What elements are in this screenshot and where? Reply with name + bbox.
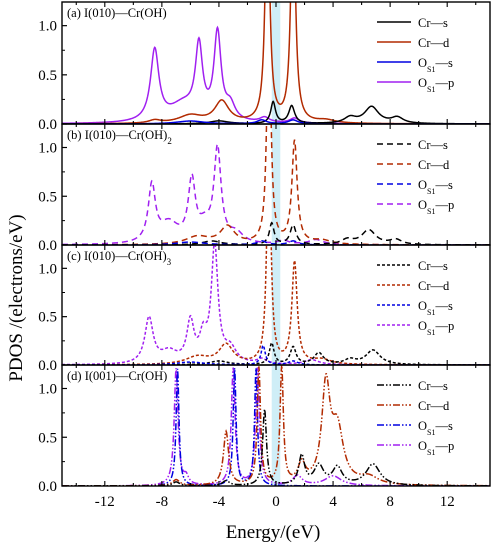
legend: Cr—s Cr—d OS1—s OS1—p xyxy=(377,138,454,216)
legend: Cr—s Cr—d OS1—s OS1—p xyxy=(377,379,454,457)
panel-4: 0.0 0.5 1.0 (d) I(001)—Cr(OH) Cr—s Cr—d OS1—s O… xyxy=(38,364,491,495)
legend-label-Cr-d: Cr—d xyxy=(418,158,450,172)
x-tick-label: 8 xyxy=(386,494,394,510)
legend-label-OS1-p: OS1—p xyxy=(418,198,454,216)
panel-title: (c) I(010)—Cr(OH)3 xyxy=(67,249,172,267)
legend-label-OS1-p: OS1—p xyxy=(418,76,454,94)
panel-2: 0.0 0.5 1.0 (b) I(010)—Cr(OH)2 Cr—s Cr—d OS1—s… xyxy=(38,123,491,254)
panels-layer: 0.0 0.5 1.0 (a) I(010)—Cr(OH) Cr—s Cr—d OS1—s O… xyxy=(38,1,491,510)
x-tick-label: -8 xyxy=(156,494,169,510)
legend-label-OS1-p: OS1—p xyxy=(418,439,454,457)
legend-label-Cr-d: Cr—d xyxy=(418,36,450,50)
y-tick-label: 0.0 xyxy=(38,117,57,133)
y-axis-label: PDOS /(electrons/eV) xyxy=(6,214,27,381)
x-tick-label: -12 xyxy=(95,494,115,510)
x-axis-label: Energy/(eV) xyxy=(226,522,321,543)
legend-label-Cr-s: Cr—s xyxy=(418,259,448,273)
legend: Cr—s Cr—d OS1—s OS1—p xyxy=(377,259,454,337)
legend-label-OS1-s: OS1—s xyxy=(418,178,453,196)
legend-label-Cr-s: Cr—s xyxy=(418,138,448,152)
legend-label-Cr-d: Cr—d xyxy=(418,279,450,293)
x-tick-label: 0 xyxy=(272,494,280,510)
legend-label-OS1-p: OS1—p xyxy=(418,319,454,337)
legend-label-OS1-s: OS1—s xyxy=(418,419,453,437)
fermi-band xyxy=(271,2,281,124)
x-tick-label: 12 xyxy=(440,494,455,510)
legend-label-Cr-s: Cr—s xyxy=(418,16,448,30)
panel-3: 0.0 0.5 1.0 (c) I(010)—Cr(OH)3 Cr—s Cr—d OS1—s… xyxy=(38,244,491,374)
legend-label-Cr-s: Cr—s xyxy=(418,379,448,393)
fermi-band xyxy=(271,124,281,245)
fermi-band xyxy=(271,245,281,365)
legend: Cr—s Cr—d OS1—s OS1—p xyxy=(377,16,454,94)
y-tick-label: 0.0 xyxy=(38,238,57,254)
x-tick-label: -4 xyxy=(213,494,226,510)
y-tick-label: 0.0 xyxy=(38,358,57,374)
panel-title: (b) I(010)—Cr(OH)2 xyxy=(67,128,172,146)
y-tick-label: 0.5 xyxy=(38,310,57,326)
y-tick-label: 0.0 xyxy=(38,479,57,495)
y-tick-label: 1.0 xyxy=(38,382,57,398)
legend-label-OS1-s: OS1—s xyxy=(418,299,453,317)
panel-1: 0.0 0.5 1.0 (a) I(010)—Cr(OH) Cr—s Cr—d OS1—s O… xyxy=(38,1,491,133)
y-tick-label: 0.5 xyxy=(38,68,57,84)
y-tick-label: 0.5 xyxy=(38,430,57,446)
panel-title: (a) I(010)—Cr(OH) xyxy=(67,6,167,20)
panel-title: (d) I(001)—Cr(OH) xyxy=(67,369,167,383)
x-tick-label: 4 xyxy=(329,494,337,510)
y-tick-label: 1.0 xyxy=(38,19,57,35)
y-tick-label: 1.0 xyxy=(38,261,57,277)
legend-label-Cr-d: Cr—d xyxy=(418,399,450,413)
y-tick-label: 1.0 xyxy=(38,141,57,157)
fermi-band xyxy=(271,365,281,486)
y-tick-label: 0.5 xyxy=(38,189,57,205)
legend-label-OS1-s: OS1—s xyxy=(418,56,453,74)
